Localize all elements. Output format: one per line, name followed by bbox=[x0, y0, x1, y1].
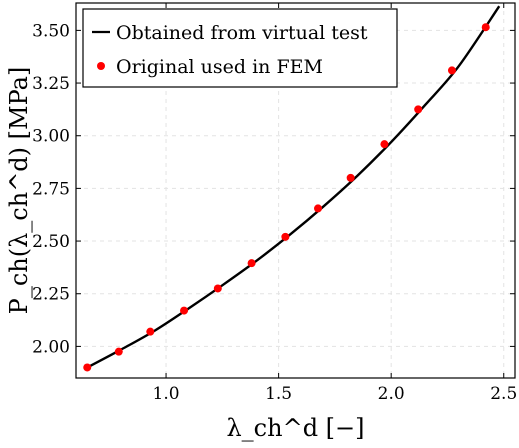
data-point-fem bbox=[346, 173, 355, 182]
x-tick-label: 1.5 bbox=[265, 384, 292, 404]
legend-box bbox=[82, 8, 398, 88]
y-axis-label: P_ch(λ_ch^d) [MPa] bbox=[5, 67, 33, 315]
scatter-series-layer bbox=[83, 23, 490, 372]
data-point-fem bbox=[247, 259, 256, 268]
y-tick-label: 3.00 bbox=[32, 127, 70, 147]
x-axis-label: λ_ch^d [−] bbox=[226, 414, 364, 442]
data-point-fem bbox=[281, 232, 290, 241]
data-point-fem bbox=[114, 347, 123, 356]
y-axis-ticks: 2.00 2.25 2.50 2.75 3.00 3.25 3.50 bbox=[32, 21, 515, 357]
y-tick-label: 2.25 bbox=[32, 285, 70, 305]
x-tick-label: 2.0 bbox=[378, 384, 405, 404]
y-tick-label: 3.25 bbox=[32, 74, 70, 94]
x-tick-label: 1.0 bbox=[153, 384, 180, 404]
data-point-fem bbox=[481, 23, 490, 32]
data-point-fem bbox=[213, 284, 222, 293]
data-point-fem bbox=[414, 105, 423, 114]
legend-label-original-fem: Original used in FEM bbox=[116, 56, 323, 78]
x-tick-label: 2.5 bbox=[490, 384, 517, 404]
legend: Obtained from virtual test Original used… bbox=[82, 8, 398, 88]
legend-label-virtual-test: Obtained from virtual test bbox=[116, 22, 368, 44]
plot-area-frame bbox=[75, 2, 516, 379]
data-point-fem bbox=[146, 327, 155, 336]
y-tick-label: 2.50 bbox=[32, 232, 70, 252]
line-series-layer bbox=[86, 5, 501, 369]
data-point-fem bbox=[180, 306, 189, 315]
x-axis-ticks: 1.0 1.5 2.0 2.5 bbox=[153, 3, 517, 404]
data-point-fem bbox=[380, 140, 389, 149]
data-point-fem bbox=[83, 363, 92, 372]
y-tick-label: 3.50 bbox=[32, 21, 70, 41]
series-line-virtual-test bbox=[86, 5, 501, 369]
data-point-fem bbox=[314, 204, 323, 213]
legend-point-sample bbox=[97, 62, 105, 70]
data-point-fem bbox=[447, 66, 456, 75]
y-tick-label: 2.75 bbox=[32, 179, 70, 199]
y-tick-label: 2.00 bbox=[32, 337, 70, 357]
